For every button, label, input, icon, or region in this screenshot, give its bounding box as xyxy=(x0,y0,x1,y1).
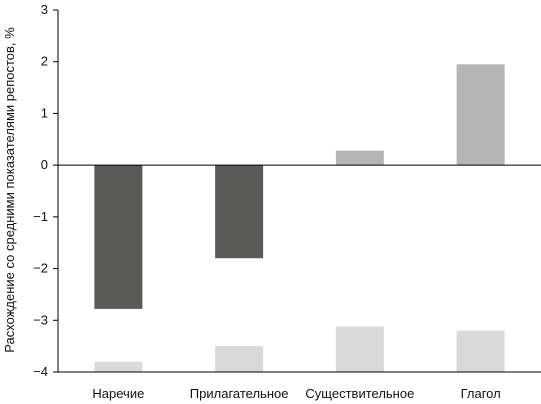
lower-bar-4 xyxy=(456,330,505,372)
y-tick-label: 2 xyxy=(41,54,48,69)
y-tick-label: −1 xyxy=(33,209,48,224)
lower-bar-1 xyxy=(94,361,143,372)
category-label: Существительное xyxy=(305,386,414,401)
y-axis-title: Расхождение со средними показателями реп… xyxy=(2,27,17,353)
y-ticks: 3 2 1 0 −1 −2 −3 −4 xyxy=(33,2,58,379)
lower-bar-3 xyxy=(335,326,384,372)
category-label: Прилагательное xyxy=(190,386,289,401)
y-tick-label: 1 xyxy=(41,105,48,120)
bar-4 xyxy=(456,64,505,166)
category-labels: Наречие Прилагательное Существительное Глаг… xyxy=(92,386,500,401)
y-tick-label: 0 xyxy=(41,157,48,172)
bar-3 xyxy=(335,150,384,166)
bar-1 xyxy=(94,165,143,309)
y-tick-label: −4 xyxy=(33,364,48,379)
bar-2 xyxy=(215,165,264,259)
lower-bar-2 xyxy=(215,346,264,372)
y-tick-label: −2 xyxy=(33,261,48,276)
y-tick-label: 3 xyxy=(41,2,48,17)
bars-layer xyxy=(94,64,505,372)
category-label: Глагол xyxy=(461,386,501,401)
category-label: Наречие xyxy=(92,386,144,401)
y-tick-label: −3 xyxy=(33,312,48,327)
